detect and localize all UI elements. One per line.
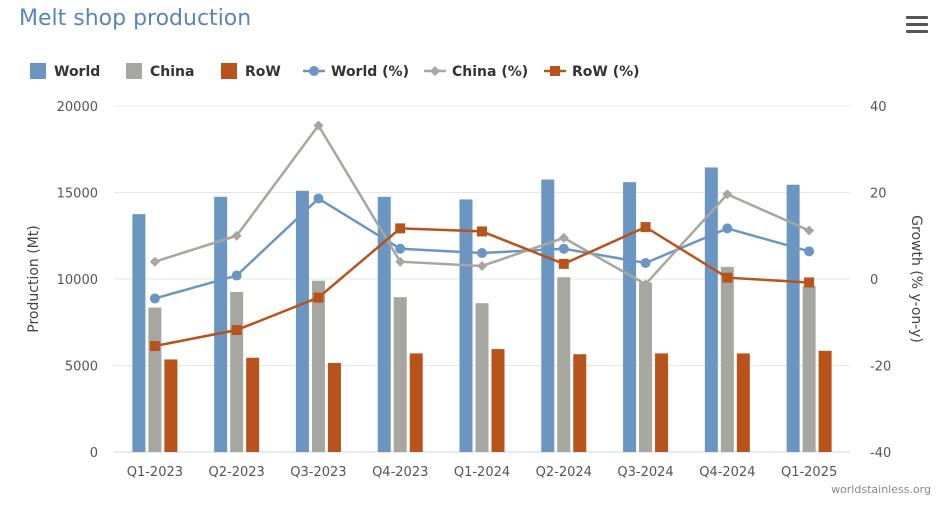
bar-china[interactable]	[475, 303, 489, 452]
row-pct-point[interactable]	[231, 325, 242, 336]
y-right-tick-label: 40	[870, 100, 887, 115]
china-pct-point[interactable]	[640, 279, 651, 290]
x-tick-label: Q3-2023	[290, 465, 346, 480]
y-tick-label: 20000	[57, 100, 98, 115]
bar-row[interactable]	[818, 350, 832, 452]
bar-world[interactable]	[623, 182, 637, 452]
bar-world[interactable]	[786, 184, 800, 452]
bar-world[interactable]	[214, 196, 228, 452]
world-pct-point[interactable]	[804, 246, 815, 257]
x-tick-label: Q4-2023	[372, 465, 428, 480]
bar-row[interactable]	[573, 354, 587, 452]
credit-text[interactable]: worldstainless.org	[831, 483, 931, 496]
row-pct-point[interactable]	[313, 292, 324, 303]
bar-china[interactable]	[802, 285, 816, 452]
y-axis-title: Production (Mt)	[26, 225, 42, 332]
bar-row[interactable]	[491, 349, 505, 452]
world-pct-point[interactable]	[558, 243, 569, 254]
bar-world[interactable]	[377, 196, 391, 452]
bar-china[interactable]	[720, 266, 734, 452]
row-pct-point[interactable]	[558, 258, 569, 269]
y-tick-label: 10000	[57, 273, 98, 288]
bar-world[interactable]	[295, 190, 309, 452]
row-pct-point[interactable]	[149, 341, 160, 352]
bar-row[interactable]	[736, 353, 750, 452]
y-right-tick-label: -20	[870, 360, 891, 375]
chart-title: Melt shop production	[19, 6, 252, 31]
x-tick-label: Q1-2023	[127, 465, 183, 480]
x-tick-label: Q2-2024	[536, 465, 592, 480]
legend-china-pct-label[interactable]: China (%)	[452, 64, 528, 80]
legend-world-swatch[interactable]	[30, 63, 46, 79]
y-tick-label: 5000	[65, 360, 98, 375]
bar-world[interactable]	[132, 214, 146, 452]
china-pct-point[interactable]	[477, 261, 487, 272]
bar-world[interactable]	[704, 167, 718, 453]
legend-china-pct-swatch-marker[interactable]	[430, 66, 440, 76]
world-pct-point[interactable]	[395, 243, 406, 254]
bar-china[interactable]	[557, 277, 571, 452]
china-pct-point[interactable]	[149, 256, 160, 267]
x-tick-label: Q3-2024	[617, 465, 673, 480]
bar-world[interactable]	[459, 199, 473, 452]
row-pct-point[interactable]	[477, 226, 487, 237]
world-pct-point[interactable]	[640, 257, 651, 268]
world-pct-point[interactable]	[231, 270, 242, 281]
legend-china-swatch[interactable]	[126, 63, 142, 79]
row-pct-point[interactable]	[722, 272, 733, 283]
china-pct-point[interactable]	[722, 189, 733, 200]
x-tick-label: Q4-2024	[699, 465, 755, 480]
legend-row-label[interactable]: RoW	[245, 64, 281, 80]
x-tick-label: Q2-2023	[209, 465, 265, 480]
row-pct-point[interactable]	[640, 222, 651, 233]
y-right-tick-label: 0	[870, 273, 878, 288]
world-pct-point[interactable]	[477, 248, 487, 259]
china-pct-point[interactable]	[395, 256, 406, 267]
legend-world-pct-label[interactable]: World (%)	[331, 64, 409, 80]
bar-row[interactable]	[246, 357, 260, 452]
x-tick-label: Q1-2025	[781, 465, 837, 480]
y-right-axis-title: Growth (% y-on-y)	[908, 215, 924, 343]
bar-row[interactable]	[655, 353, 669, 452]
legend-china-label[interactable]: China	[150, 64, 194, 80]
legend-row-swatch[interactable]	[221, 63, 237, 79]
world-pct-point[interactable]	[313, 193, 324, 204]
bar-row[interactable]	[164, 359, 178, 452]
bar-china[interactable]	[148, 307, 162, 452]
china-pct-point[interactable]	[313, 120, 324, 131]
legend-world-pct-swatch-marker[interactable]	[309, 66, 319, 76]
row-pct-point[interactable]	[804, 277, 815, 288]
china-pct-point[interactable]	[804, 225, 815, 236]
china-pct-point[interactable]	[558, 232, 569, 243]
world-pct-point[interactable]	[722, 223, 733, 234]
bar-row[interactable]	[409, 353, 423, 452]
y-right-tick-label: -40	[870, 446, 891, 461]
y-right-tick-label: 20	[870, 187, 887, 202]
y-tick-label: 0	[90, 446, 98, 461]
bar-china[interactable]	[230, 291, 244, 452]
bar-row[interactable]	[327, 362, 341, 452]
legend-world-label[interactable]: World	[54, 64, 100, 80]
legend-row-pct-swatch-marker[interactable]	[550, 66, 560, 76]
bar-china[interactable]	[393, 297, 407, 452]
china-pct-point[interactable]	[231, 230, 242, 241]
bar-china[interactable]	[311, 280, 325, 452]
x-tick-label: Q1-2024	[454, 465, 510, 480]
bar-china[interactable]	[639, 282, 653, 452]
bar-world[interactable]	[541, 179, 555, 452]
legend-row-pct-label[interactable]: RoW (%)	[572, 64, 640, 80]
row-pct-point[interactable]	[395, 223, 406, 234]
y-tick-label: 15000	[57, 187, 98, 202]
world-pct-point[interactable]	[149, 293, 160, 304]
menu-icon[interactable]	[906, 16, 928, 34]
